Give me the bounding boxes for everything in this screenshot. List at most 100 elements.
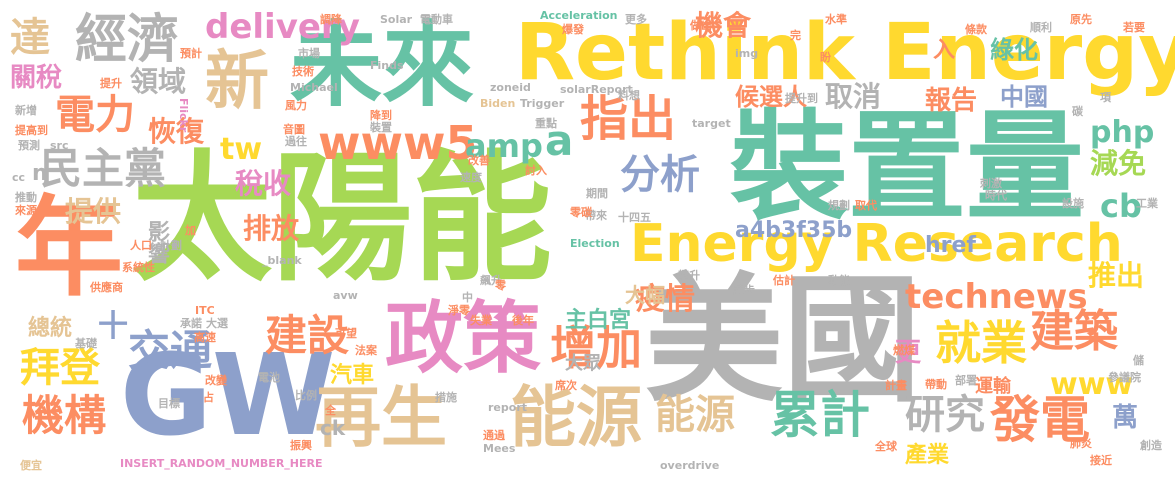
cloud-word: amp	[465, 127, 543, 165]
cloud-word: 裝置	[370, 121, 392, 134]
cloud-word: 推動	[15, 191, 37, 204]
cloud-word: 新	[205, 45, 269, 119]
cloud-word: 來源	[15, 204, 37, 217]
cloud-word: 分析	[620, 152, 700, 198]
cloud-word: 排放	[243, 212, 300, 245]
cloud-word: technews	[905, 277, 1088, 317]
cloud-word: ck	[320, 416, 346, 440]
cloud-word: 完	[790, 29, 801, 42]
cloud-word: 機構	[22, 391, 107, 440]
cloud-word: 估計	[773, 274, 795, 287]
cloud-word: 中國	[1000, 83, 1048, 111]
cloud-word: 增加	[550, 321, 642, 375]
cloud-word: n	[32, 161, 48, 186]
cloud-word: 規劃	[828, 199, 850, 212]
cloud-word: 電動車	[420, 13, 453, 26]
cloud-word: 加	[185, 224, 196, 237]
cloud-word: 更多	[625, 13, 647, 26]
cloud-word: 參議院	[1108, 371, 1141, 384]
cloud-word: 入	[933, 38, 956, 63]
cloud-word: target	[692, 117, 731, 130]
cloud-word: 條款	[965, 23, 987, 36]
cloud-word: 大選	[206, 317, 228, 330]
cloud-word: php	[1090, 115, 1155, 150]
cloud-word: 淨零	[448, 304, 470, 317]
cloud-word: 調降	[320, 13, 342, 26]
cloud-word: solarReport	[560, 83, 633, 96]
cloud-word: 風力	[285, 99, 307, 112]
cloud-word: img	[735, 47, 759, 60]
cloud-word: 運輸	[975, 376, 1011, 397]
cloud-word: 大幅	[625, 283, 665, 307]
cloud-word: 刺激	[980, 177, 1002, 190]
cloud-word: 燃煤	[893, 344, 915, 357]
cloud-word: 碳	[1072, 105, 1083, 118]
cloud-word: 飆升	[480, 274, 502, 287]
cloud-word: 綠化	[990, 36, 1038, 64]
cloud-word: 討入	[525, 164, 547, 177]
cloud-word: Acceleration	[540, 9, 618, 22]
cloud-word: 發電	[990, 391, 1090, 449]
cloud-word: 預測	[18, 139, 40, 152]
cloud-word: 高速	[194, 331, 216, 344]
cloud-word: tw	[220, 132, 263, 167]
cloud-word: 恢復	[148, 115, 205, 148]
cloud-word: 通過	[483, 429, 505, 442]
cloud-word: 取消	[825, 80, 882, 113]
cloud-word: 提升到	[785, 92, 818, 105]
cloud-word: zoneid	[490, 81, 531, 94]
cloud-word: 全球	[875, 440, 897, 453]
cloud-word: 汽車	[330, 363, 375, 388]
cloud-word: 零	[495, 279, 506, 292]
cloud-word: www	[1050, 367, 1134, 402]
cloud-word: 若要	[1123, 21, 1145, 34]
cloud-word: 措施	[435, 391, 457, 404]
cloud-word: 料想	[618, 89, 640, 102]
cloud-word: delivery	[205, 7, 360, 47]
cloud-word: 改善	[468, 154, 490, 167]
cloud-word: a	[545, 116, 574, 165]
cloud-word: Michael	[290, 81, 338, 94]
cloud-word: 項	[1100, 91, 1111, 104]
cloud-word: INSERT_RANDOM_NUMBER_HERE	[120, 457, 323, 470]
cloud-word: 十四五	[618, 211, 651, 224]
cloud-word: 工業	[1136, 197, 1158, 210]
cloud-word: report	[488, 401, 527, 414]
cloud-word: 大眾	[565, 353, 601, 374]
cloud-word: 經濟	[75, 10, 180, 70]
cloud-word: 基礎	[75, 337, 97, 350]
cloud-word: 關稅	[10, 63, 63, 93]
cloud-word: 部署	[955, 374, 977, 387]
cloud-word: 計劃	[160, 239, 182, 252]
cloud-word: 萬	[1112, 403, 1139, 433]
cloud-word: cc	[12, 171, 26, 184]
cloud-word: GW	[120, 331, 336, 461]
cloud-word: 預計	[180, 47, 202, 60]
cloud-word: 音圖	[283, 123, 305, 136]
cloud-word: 順利	[1030, 21, 1052, 34]
cloud-word: 動能	[828, 274, 850, 287]
cloud-word: 指出	[580, 91, 677, 147]
cloud-word: 民主黨	[40, 144, 167, 193]
cloud-word: 美國	[645, 260, 922, 421]
cloud-word: Energy Research	[630, 214, 1123, 274]
cloud-word: 占	[203, 391, 214, 404]
cloud-word: Trigger	[520, 97, 565, 110]
cloud-word: 目標	[158, 397, 180, 410]
cloud-word: Rethink Energy	[515, 8, 1175, 98]
cloud-word: 重點	[535, 117, 557, 130]
cloud-word: 研究	[905, 392, 985, 438]
cloud-word: 能源	[655, 392, 735, 438]
cloud-word: 人口	[130, 239, 152, 252]
cloud-word: 交通	[128, 326, 213, 375]
cloud-word: 時代	[985, 189, 1007, 202]
cloud-word: ITC	[195, 304, 215, 317]
cloud-word: Mees	[483, 442, 516, 455]
cloud-word: 年	[15, 186, 124, 311]
cloud-word: 再生	[315, 379, 447, 456]
cloud-word: 減免	[1090, 147, 1147, 180]
cloud-word vertical: Flickr	[177, 98, 190, 133]
cloud-word: 就業	[935, 316, 1027, 370]
cloud-word: 提高到	[15, 124, 48, 137]
cloud-word: 計畫	[885, 379, 907, 392]
